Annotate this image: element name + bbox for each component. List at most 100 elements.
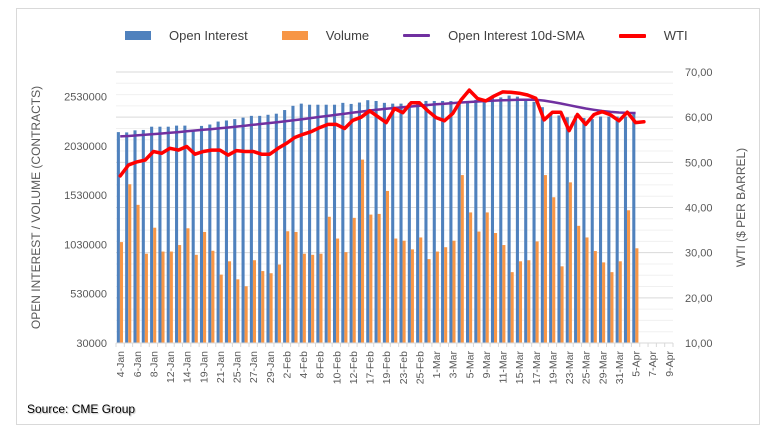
- bar-open-interest: [582, 118, 586, 344]
- legend-label: Volume: [325, 28, 370, 43]
- bar-volume: [219, 274, 223, 343]
- bar-volume: [435, 251, 439, 343]
- bar-volume: [585, 237, 589, 343]
- bar-volume: [369, 214, 373, 343]
- legend-swatch-volume: [281, 31, 308, 40]
- bar-volume: [427, 259, 431, 343]
- x-tick-label: 1-Mar: [431, 350, 443, 378]
- bar-volume: [352, 217, 356, 343]
- bar-volume: [186, 228, 190, 343]
- legend-swatch-wti: [618, 33, 646, 38]
- bar-volume: [203, 231, 207, 343]
- bar-volume: [394, 238, 398, 343]
- bar-volume: [452, 240, 456, 343]
- bar-open-interest: [482, 99, 486, 343]
- bar-open-interest: [615, 116, 619, 344]
- bar-open-interest: [441, 100, 445, 343]
- bar-volume: [593, 251, 597, 343]
- bar-volume: [302, 253, 306, 343]
- bar-open-interest: [175, 125, 179, 343]
- bar-open-interest: [432, 100, 436, 343]
- bar-open-interest: [283, 110, 287, 343]
- bar-open-interest: [258, 115, 262, 344]
- bar-volume: [402, 240, 406, 343]
- x-tick-label: 19-Mar: [547, 351, 559, 385]
- bar-volume: [144, 253, 148, 343]
- legend-label: WTI: [663, 28, 688, 43]
- x-tick-label: 12-Feb: [348, 351, 360, 384]
- x-tick-label: 19-Feb: [381, 351, 393, 384]
- bar-open-interest: [532, 101, 536, 343]
- bar-volume: [469, 212, 473, 343]
- bar-volume: [518, 261, 523, 343]
- x-tick-label: 23-Feb: [398, 351, 410, 384]
- bar-volume: [286, 231, 290, 343]
- bar-open-interest: [308, 104, 312, 343]
- bar-volume: [602, 262, 606, 343]
- x-tick-label: 15-Mar: [514, 351, 526, 385]
- bar-open-interest: [590, 119, 594, 343]
- y-tick-label: 30000: [76, 338, 107, 350]
- bar-volume: [119, 242, 123, 343]
- bar-open-interest: [332, 104, 337, 343]
- bar-open-interest: [191, 129, 195, 343]
- bar-open-interest: [424, 100, 428, 343]
- bar-open-interest: [399, 103, 403, 343]
- bar-open-interest: [183, 125, 187, 343]
- bar-volume: [194, 254, 198, 343]
- legend-label: Open Interest 10d-SMA: [448, 28, 585, 43]
- bar-volume: [543, 175, 547, 343]
- bar-open-interest: [391, 103, 395, 343]
- x-tick-label: 11-Mar: [498, 351, 510, 384]
- bar-volume: [527, 260, 531, 343]
- x-tick-label: 4-Jan: [115, 351, 127, 377]
- bar-volume: [277, 264, 281, 343]
- y2-axis-title: WTI ($ PER BARREL): [734, 148, 748, 267]
- bar-volume: [153, 227, 157, 343]
- bar-open-interest: [374, 100, 378, 343]
- bar-open-interest: [158, 126, 162, 344]
- bar-open-interest: [540, 107, 544, 343]
- bar-volume: [128, 184, 132, 343]
- y-axis-title: OPEN INTEREST / VOLUME (CONTRACTS): [29, 86, 43, 329]
- bar-open-interest: [216, 121, 220, 344]
- bar-open-interest: [291, 105, 295, 344]
- bar-volume: [535, 241, 539, 343]
- line-wti: [118, 88, 646, 178]
- bar-open-interest: [474, 99, 478, 343]
- bar-volume: [252, 260, 256, 343]
- bar-open-interest: [632, 112, 636, 343]
- y-tick-label: 530000: [70, 289, 107, 301]
- bar-open-interest: [199, 125, 204, 344]
- y2-tick-label: 20,00: [685, 293, 713, 305]
- source-note: Source: CME Group: [27, 402, 136, 416]
- bar-volume: [169, 251, 173, 343]
- x-tick-label: 27-Jan: [248, 351, 260, 383]
- bar-volume: [269, 273, 273, 343]
- bar-volume: [327, 216, 331, 343]
- bar-volume: [261, 271, 265, 343]
- bar-volume: [360, 159, 365, 343]
- legend-swatch-open-interest: [125, 31, 151, 40]
- bar-open-interest: [241, 117, 245, 343]
- bar-volume: [244, 286, 248, 343]
- bar-open-interest: [557, 115, 561, 343]
- bar-open-interest: [316, 104, 320, 343]
- bar-open-interest: [324, 104, 328, 343]
- bar-open-interest: [357, 102, 361, 343]
- x-tick-label: 17-Mar: [531, 351, 543, 385]
- bar-volume: [494, 233, 498, 343]
- legend-label: Open Interest: [169, 28, 248, 43]
- x-tick-label: 10-Feb: [331, 351, 343, 384]
- bar-open-interest: [166, 126, 170, 344]
- x-tick-label: 25-Feb: [414, 351, 426, 384]
- x-tick-label: 2-Feb: [281, 351, 293, 379]
- x-tick-label: 17-Feb: [365, 351, 377, 384]
- x-tick-label: 3-Mar: [448, 350, 460, 378]
- x-tick-label: 29-Jan: [265, 351, 277, 383]
- bar-volume: [568, 182, 572, 343]
- bar-open-interest: [249, 115, 253, 344]
- bar-volume: [236, 279, 240, 343]
- bar-volume: [560, 266, 564, 343]
